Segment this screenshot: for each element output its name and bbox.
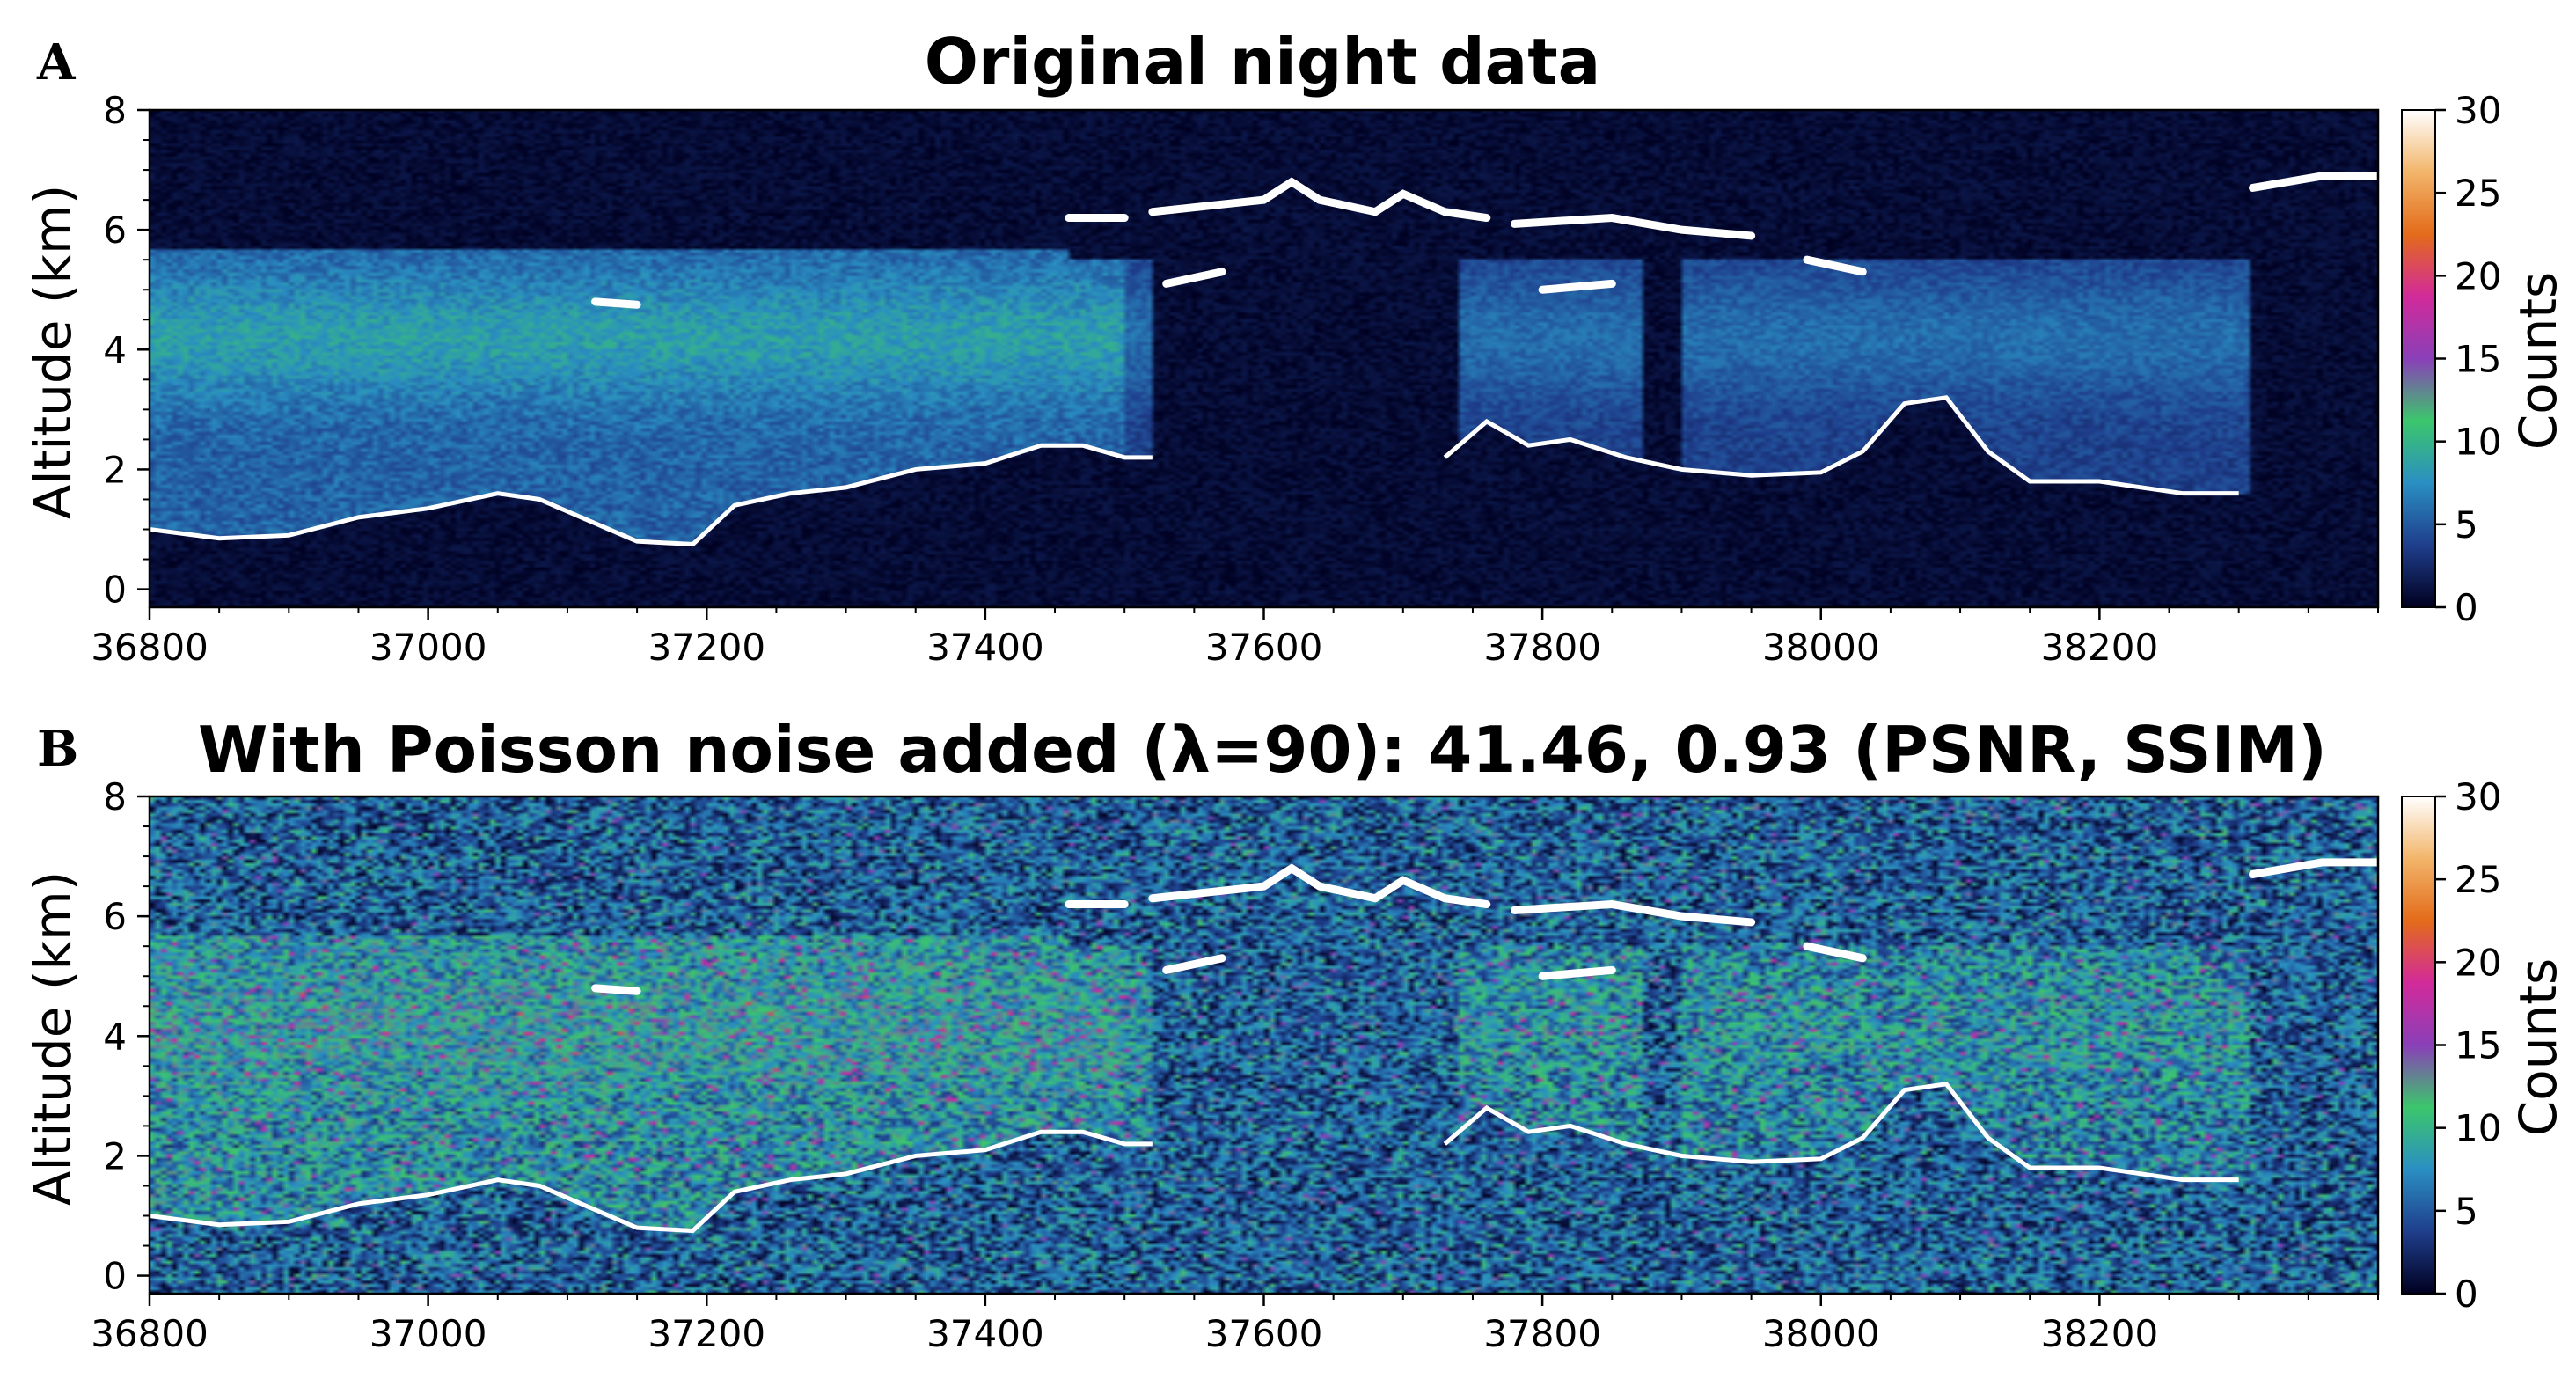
- y-tick-label: 0: [103, 568, 127, 612]
- x-tick-label: 38200: [2041, 1312, 2159, 1355]
- colorbar-tick-label: 15: [2455, 338, 2501, 381]
- x-tick-label: 37000: [370, 626, 487, 669]
- colorbar-tick-label: 30: [2455, 89, 2501, 132]
- y-tick-label: 6: [103, 209, 127, 252]
- x-tick-label: 38000: [1762, 1312, 1880, 1355]
- heatmap-image: [150, 110, 2378, 607]
- y-tick-label: 8: [103, 89, 127, 132]
- colorbar-tick-label: 10: [2455, 1107, 2501, 1150]
- cloud-top-3: [1371, 876, 1491, 909]
- ground-return-line-1: [149, 443, 1153, 547]
- cloud-top-5: [1803, 255, 1867, 276]
- cloud-top-9: [1538, 965, 1616, 980]
- x-tick-label: 36800: [91, 626, 209, 669]
- cloud-top-4: [1510, 900, 1756, 927]
- x-tick-label: 37200: [648, 626, 765, 669]
- x-tick-label: 38000: [1762, 626, 1880, 669]
- panel-b: B With Poisson noise added (λ=90): 41.46…: [0, 686, 2576, 1373]
- colorbar-label-b: Counts: [2508, 958, 2568, 1136]
- colorbar-tick-label: 20: [2455, 941, 2501, 984]
- cloud-top-5: [1803, 942, 1867, 963]
- colorbar-tick-label: 15: [2455, 1024, 2501, 1067]
- panel-letter-b: B: [37, 720, 79, 778]
- y-tick-label: 8: [103, 775, 127, 818]
- x-tick-label: 37400: [926, 1312, 1044, 1355]
- cloud-top-7: [591, 984, 641, 995]
- cloud-top-4: [1510, 214, 1756, 240]
- ground-return-line-2: [1443, 1082, 2239, 1183]
- colorbar-tick-label: 25: [2455, 858, 2501, 901]
- x-tick-label: 38200: [2041, 626, 2159, 669]
- chart-b: 36800 37000 37200 37400 37600 37800 38000 38200…: [23, 775, 2568, 1355]
- y-tick-label: 2: [103, 1134, 127, 1177]
- colorbar: [2401, 109, 2436, 608]
- panel-a: A Original night data 36800 37000 37200 374…: [0, 0, 2576, 686]
- cloud-top-9: [1538, 279, 1616, 294]
- colorbar-tick-label: 5: [2455, 1190, 2478, 1233]
- y-tick-label: 4: [103, 328, 127, 371]
- y-tick-label: 0: [103, 1255, 127, 1298]
- x-tick-label: 37400: [926, 626, 1044, 669]
- colorbar-tick-label: 25: [2455, 172, 2501, 215]
- colorbar-tick-label: 10: [2455, 421, 2501, 464]
- panel-title-a: Original night data: [924, 25, 1601, 99]
- x-tick-label: 37000: [370, 1312, 487, 1355]
- panel-letter-a: A: [37, 33, 76, 92]
- cloud-top-8: [1162, 954, 1226, 974]
- chart-a: 36800 37000 37200 37400 37600 37800 38000 38200…: [23, 89, 2568, 669]
- y-axis-label-a: Altitude (km): [23, 185, 83, 519]
- colorbar-tick-label: 20: [2455, 254, 2501, 297]
- x-tick-label: 37200: [648, 1312, 765, 1355]
- y-tick-label: 6: [103, 895, 127, 938]
- x-tick-label: 37800: [1483, 1312, 1601, 1355]
- cloud-top-8: [1162, 268, 1226, 288]
- colorbar-tick-label: 0: [2455, 586, 2478, 629]
- colorbar-label-a: Counts: [2508, 272, 2568, 450]
- colorbar-tick-label: 0: [2455, 1273, 2478, 1316]
- y-tick-label: 2: [103, 448, 127, 491]
- axes-b: 36800 37000 37200 37400 37600 37800 38000 38200…: [91, 775, 2501, 1355]
- cloud-top-3: [1371, 189, 1491, 223]
- cloud-top-6: [2249, 858, 2382, 878]
- cloud-top-2: [1148, 177, 1379, 216]
- plot-area-b: [149, 796, 2382, 1294]
- panel-title-b: With Poisson noise added (λ=90): 41.46, …: [198, 713, 2327, 787]
- x-tick-label: 36800: [91, 1312, 209, 1355]
- ground-return-line-2: [1443, 395, 2239, 496]
- x-tick-label: 37600: [1205, 1312, 1323, 1355]
- colorbar: [2401, 796, 2436, 1295]
- cloud-top-7: [591, 297, 641, 309]
- x-tick-label: 37800: [1483, 626, 1601, 669]
- cloud-top-2: [1148, 863, 1379, 903]
- y-axis-label-b: Altitude (km): [23, 871, 83, 1206]
- cloud-top-6: [2249, 172, 2382, 192]
- colorbar-tick-label: 30: [2455, 775, 2501, 818]
- axes-a: 36800 37000 37200 37400 37600 37800 38000 38200…: [91, 89, 2501, 669]
- x-tick-label: 37600: [1205, 626, 1323, 669]
- plot-area-a: [149, 110, 2382, 607]
- heatmap-image: [150, 796, 2378, 1294]
- ground-return-line-1: [149, 1129, 1153, 1234]
- colorbar-tick-label: 5: [2455, 503, 2478, 546]
- y-tick-label: 4: [103, 1015, 127, 1058]
